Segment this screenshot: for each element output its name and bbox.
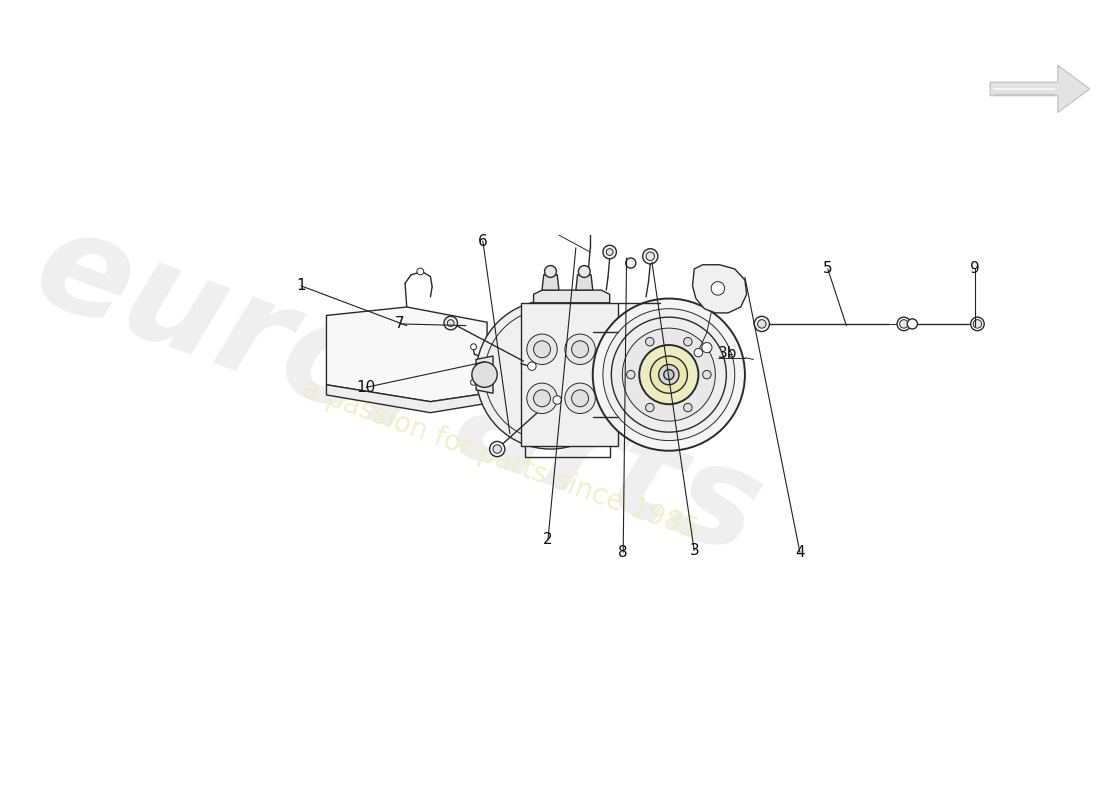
Circle shape: [639, 345, 698, 404]
Circle shape: [694, 349, 703, 357]
Circle shape: [471, 344, 476, 350]
Circle shape: [703, 370, 711, 379]
Circle shape: [663, 370, 674, 380]
Circle shape: [627, 370, 635, 379]
Text: 4: 4: [795, 545, 805, 560]
Text: 3: 3: [690, 543, 700, 558]
Circle shape: [593, 298, 745, 450]
Circle shape: [626, 258, 636, 268]
Circle shape: [448, 320, 454, 326]
Circle shape: [606, 249, 613, 255]
Circle shape: [565, 383, 595, 414]
Circle shape: [683, 403, 692, 412]
Polygon shape: [693, 265, 747, 313]
Polygon shape: [521, 302, 618, 446]
Circle shape: [553, 396, 561, 404]
Circle shape: [417, 268, 424, 275]
Circle shape: [758, 320, 766, 328]
Text: 6: 6: [478, 234, 487, 249]
Circle shape: [534, 341, 550, 358]
Text: euroParts: euroParts: [18, 198, 779, 585]
Circle shape: [579, 266, 591, 278]
Circle shape: [659, 365, 679, 385]
Circle shape: [484, 309, 616, 441]
Circle shape: [572, 390, 588, 406]
Circle shape: [476, 300, 625, 449]
Circle shape: [534, 390, 550, 406]
Circle shape: [527, 334, 558, 365]
Circle shape: [493, 445, 502, 454]
Circle shape: [970, 317, 985, 330]
Circle shape: [527, 383, 558, 414]
Circle shape: [702, 342, 712, 353]
Circle shape: [471, 379, 476, 386]
Circle shape: [646, 403, 654, 412]
Circle shape: [490, 442, 505, 457]
Text: a passion for parts since 1985: a passion for parts since 1985: [298, 374, 702, 544]
Circle shape: [623, 328, 715, 421]
Circle shape: [544, 266, 557, 278]
Circle shape: [444, 316, 458, 330]
Circle shape: [528, 362, 536, 370]
Text: 2: 2: [543, 532, 553, 547]
Circle shape: [603, 309, 735, 441]
Circle shape: [711, 282, 725, 295]
Text: 10: 10: [356, 380, 376, 395]
Polygon shape: [542, 275, 559, 290]
Circle shape: [755, 316, 769, 331]
Circle shape: [565, 334, 595, 365]
Circle shape: [603, 246, 616, 259]
Circle shape: [683, 338, 692, 346]
Text: 9: 9: [970, 262, 980, 277]
Circle shape: [650, 356, 688, 394]
Circle shape: [646, 252, 654, 261]
Circle shape: [572, 341, 588, 358]
Polygon shape: [476, 356, 493, 394]
Text: 1: 1: [296, 278, 306, 294]
Circle shape: [974, 320, 981, 328]
Polygon shape: [534, 290, 609, 302]
Polygon shape: [575, 275, 593, 290]
Polygon shape: [327, 385, 487, 413]
Circle shape: [642, 249, 658, 264]
Polygon shape: [327, 307, 487, 402]
Circle shape: [908, 319, 917, 329]
Circle shape: [898, 317, 911, 330]
Polygon shape: [990, 66, 1090, 113]
Text: 5: 5: [823, 262, 833, 277]
Text: 7: 7: [395, 317, 405, 331]
Circle shape: [646, 338, 654, 346]
Text: 8: 8: [618, 545, 628, 560]
Circle shape: [472, 362, 497, 387]
Text: 3b: 3b: [718, 346, 738, 361]
Circle shape: [900, 320, 909, 328]
Circle shape: [612, 317, 726, 432]
